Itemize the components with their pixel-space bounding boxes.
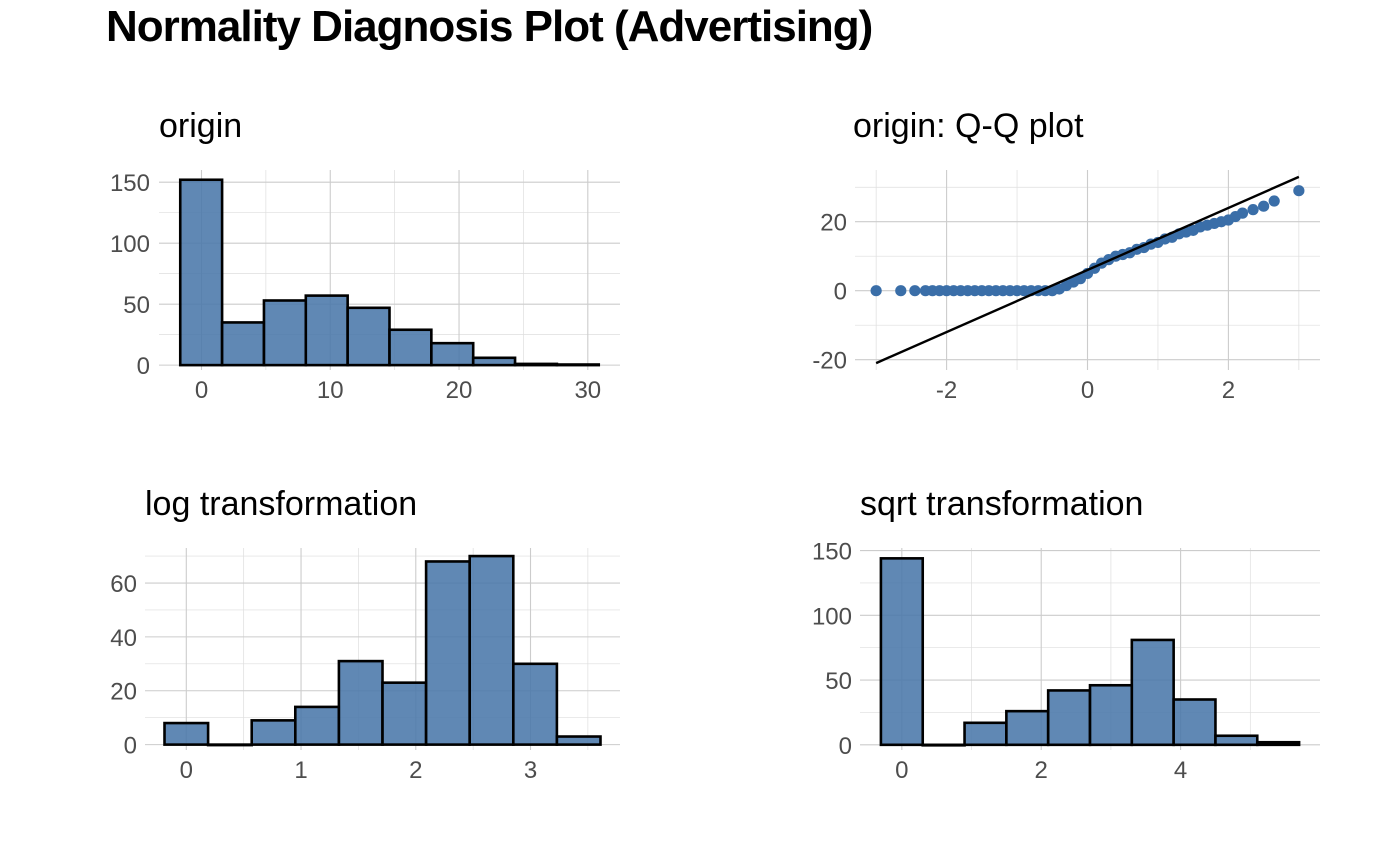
panel-title: origin <box>159 107 242 145</box>
histogram-bar <box>178 178 224 367</box>
histogram-bar <box>468 554 515 746</box>
qq-point <box>870 285 882 297</box>
x-tick-label: -2 <box>936 377 957 404</box>
y-tick-label: 150 <box>110 170 150 197</box>
histogram-bar <box>471 356 517 367</box>
y-tick-label: 150 <box>812 539 852 566</box>
panel-title: origin: Q-Q plot <box>853 107 1084 145</box>
x-tick-label: 3 <box>524 757 537 784</box>
y-tick-label: 0 <box>834 279 847 306</box>
histogram-bar <box>921 743 966 747</box>
x-tick-label: 0 <box>180 757 193 784</box>
x-tick-label: 10 <box>317 377 344 404</box>
histogram-bar <box>346 306 391 367</box>
qq-point <box>1268 195 1280 207</box>
y-tick-label: 50 <box>825 668 852 695</box>
figure-title: Normality Diagnosis Plot (Advertising) <box>106 2 873 51</box>
log-transformation-histogram-panel: log transformation 0 1 2 3 0 20 40 60 <box>110 485 620 784</box>
x-tick-label: 0 <box>1081 377 1094 404</box>
histogram-bar <box>381 681 428 746</box>
histogram-bar <box>1046 689 1092 747</box>
x-tick-label: 2 <box>1222 377 1235 404</box>
histogram-bar <box>294 705 341 746</box>
y-tick-label: 0 <box>124 733 137 760</box>
histogram-bar <box>304 294 349 367</box>
x-tick-label: 4 <box>1174 757 1187 784</box>
x-tick-label: 30 <box>574 377 601 404</box>
histogram-bar <box>430 341 475 367</box>
qq-point <box>895 285 907 297</box>
histogram-bar <box>555 735 602 746</box>
histogram-bar <box>1214 734 1259 747</box>
panel-title: sqrt transformation <box>860 485 1143 523</box>
histogram-bar <box>1005 709 1050 747</box>
y-tick-label: 20 <box>820 210 847 237</box>
histogram-bar <box>1172 698 1217 747</box>
histogram-bar <box>163 721 210 746</box>
qq-point <box>1247 204 1259 216</box>
histogram-bar <box>250 719 297 746</box>
histogram-bar <box>511 662 559 746</box>
sqrt-transformation-histogram-panel: sqrt transformation 0 2 4 0 50 100 150 <box>812 485 1320 784</box>
histogram-bar <box>1130 638 1175 747</box>
y-tick-label: 50 <box>123 292 150 319</box>
histogram-bar <box>1255 740 1301 747</box>
qq-point <box>1258 200 1270 212</box>
y-tick-label: 100 <box>812 603 852 630</box>
origin-histogram-panel: origin 0 10 20 30 0 50 100 150 <box>110 107 620 404</box>
y-tick-label: -20 <box>812 348 847 375</box>
y-tick-label: 100 <box>110 231 150 258</box>
y-tick-label: 40 <box>110 625 137 652</box>
y-tick-label: 60 <box>110 571 137 598</box>
histogram-bar <box>555 363 601 367</box>
x-tick-label: 0 <box>195 377 208 404</box>
histogram-bar <box>513 362 559 367</box>
histogram-bar <box>220 321 266 367</box>
qq-point <box>1236 207 1249 219</box>
y-tick-label: 0 <box>839 733 852 760</box>
x-tick-label: 2 <box>1035 757 1048 784</box>
x-tick-label: 20 <box>446 377 473 404</box>
histogram-bar <box>337 659 384 746</box>
histogram-bar <box>1088 683 1134 747</box>
histogram-bar <box>262 299 308 367</box>
qq-point <box>909 285 921 297</box>
panel-title: log transformation <box>145 485 417 523</box>
histogram-bar <box>424 560 471 746</box>
histogram-bar <box>388 328 433 367</box>
histogram-bar <box>206 743 254 747</box>
x-tick-label: 2 <box>409 757 422 784</box>
histogram-bar <box>879 557 925 747</box>
qq-reference-line <box>875 175 1300 365</box>
qq-point <box>1293 185 1305 197</box>
histogram-bar <box>963 721 1008 747</box>
y-tick-label: 0 <box>137 353 150 380</box>
x-tick-label: 1 <box>294 757 307 784</box>
y-tick-label: 20 <box>110 679 137 706</box>
x-tick-label: 0 <box>895 757 908 784</box>
